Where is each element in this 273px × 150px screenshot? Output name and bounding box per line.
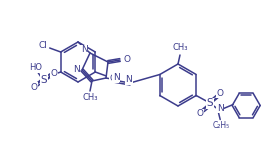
Text: O: O (217, 89, 224, 98)
Text: O: O (123, 54, 130, 63)
Text: O: O (197, 109, 204, 118)
Text: N: N (126, 75, 132, 84)
Text: O: O (50, 69, 57, 78)
Text: O: O (30, 82, 37, 91)
Text: N: N (113, 72, 119, 81)
Text: S: S (207, 99, 213, 108)
Text: Cl: Cl (110, 74, 119, 82)
Text: S: S (40, 75, 47, 85)
Text: C₂H₅: C₂H₅ (213, 121, 230, 130)
Text: CH₃: CH₃ (82, 93, 98, 102)
Text: Cl: Cl (38, 42, 47, 51)
Text: HO: HO (29, 63, 42, 72)
Text: N: N (81, 45, 87, 54)
Text: CH₃: CH₃ (172, 44, 188, 52)
Text: N: N (73, 66, 79, 75)
Text: N: N (217, 104, 224, 113)
